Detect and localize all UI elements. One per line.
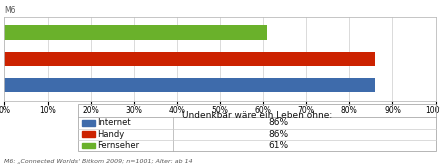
Bar: [4, 51, 375, 66]
Text: 86%: 86%: [268, 130, 288, 139]
Text: M6: „Connected Worlds‘ Bitkom 2009; n=1001; Alter: ab 14: M6: „Connected Worlds‘ Bitkom 2009; n=10…: [4, 159, 193, 164]
Bar: [82, 120, 95, 126]
Text: M6: M6: [4, 6, 16, 15]
Text: 86%: 86%: [268, 119, 288, 127]
Text: Fernseher: Fernseher: [97, 141, 139, 150]
Text: Internet: Internet: [97, 119, 131, 127]
Bar: [4, 25, 268, 40]
Text: 61%: 61%: [268, 141, 288, 150]
Text: Handy: Handy: [97, 130, 125, 139]
Bar: [78, 104, 436, 151]
Bar: [82, 131, 95, 137]
Bar: [4, 78, 375, 92]
Text: Undenkbar wäre ein Leben ohne:: Undenkbar wäre ein Leben ohne:: [182, 111, 332, 120]
Bar: [82, 143, 95, 148]
